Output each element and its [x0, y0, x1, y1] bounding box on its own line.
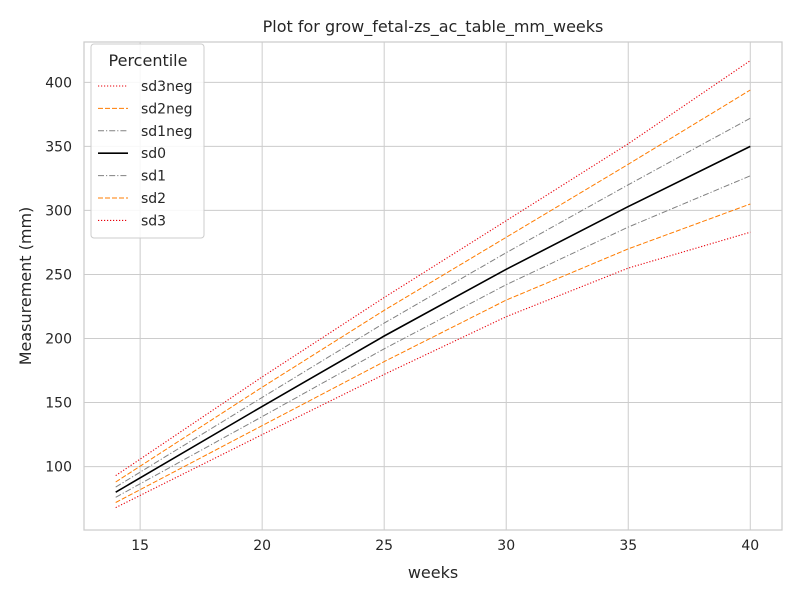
series-line-sd0	[115, 145, 751, 493]
series-line-sd1neg	[115, 175, 751, 498]
plot-frame	[83, 41, 783, 531]
chart-title: Plot for grow_fetal-zs_ac_table_mm_weeks	[263, 17, 604, 37]
y-tick-label: 150	[45, 396, 72, 412]
legend-label-sd3: sd3	[141, 213, 166, 229]
legend-label-sd1: sd1	[141, 169, 166, 185]
legend-label-sd2: sd2	[141, 191, 166, 207]
x-tick-label: 15	[131, 538, 149, 554]
legend-items: sd3neg sd2neg sd1neg sd0 sd1 sd2 sd3	[98, 79, 192, 229]
y-tick-label: 300	[45, 203, 72, 219]
y-tick-labels: 100 150 200 250 300 350 400	[45, 75, 72, 475]
y-tick-label: 400	[45, 75, 72, 91]
legend-label-sd0: sd0	[141, 146, 166, 162]
y-tick-label: 200	[45, 332, 72, 348]
legend-label-sd3neg: sd3neg	[141, 79, 192, 95]
series-line-sd2neg	[115, 203, 751, 503]
y-axis-label: Measurement (mm)	[16, 207, 35, 366]
series-line-sd2	[115, 89, 751, 483]
y-tick-label: 350	[45, 139, 72, 155]
x-tick-label: 30	[497, 538, 515, 554]
x-tick-label: 40	[741, 538, 759, 554]
x-tick-label: 25	[375, 538, 393, 554]
x-tick-label: 20	[253, 538, 271, 554]
x-axis-label: weeks	[408, 563, 458, 582]
legend-box	[90, 43, 205, 239]
legend: Percentile sd3negsd2negsd1negsd0sd1sd2sd…	[90, 43, 205, 239]
y-tick-label: 250	[45, 267, 72, 283]
legend-title: Percentile	[109, 51, 188, 70]
x-tick-label: 35	[619, 538, 637, 554]
x-tick-labels: 15 20 25 30 35 40	[131, 538, 759, 554]
series-line-sd3	[115, 60, 751, 477]
legend-label-sd1neg: sd1neg	[141, 124, 192, 140]
y-tick-label: 100	[45, 460, 72, 476]
series-line-sd1	[115, 117, 751, 488]
legend-label-sd2neg: sd2neg	[141, 101, 192, 117]
series-lines	[115, 60, 751, 509]
